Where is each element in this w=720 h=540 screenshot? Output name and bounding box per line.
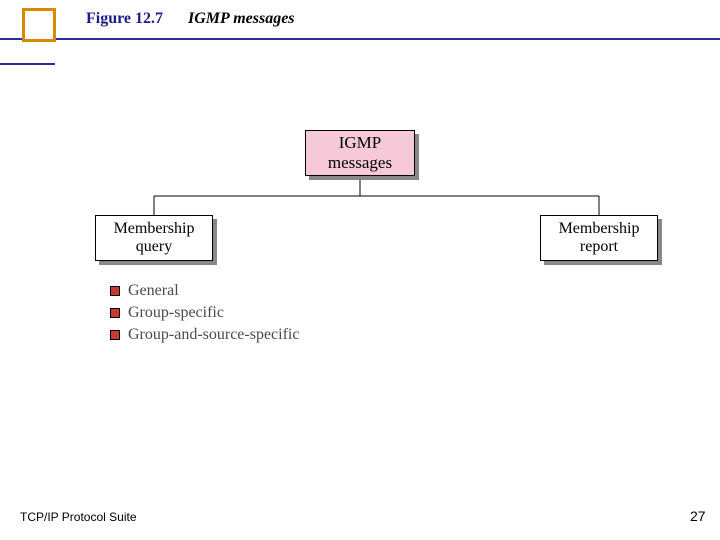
header-square-icon	[22, 8, 56, 42]
bullet-square-icon	[110, 286, 120, 296]
bullet-item: Group-and-source-specific	[110, 326, 299, 344]
footer-text: TCP/IP Protocol Suite	[20, 510, 137, 524]
bullet-label: Group-and-source-specific	[128, 326, 299, 344]
right-node-line2: report	[580, 238, 618, 256]
left-node: Membership query	[95, 215, 213, 261]
right-node-line1: Membership	[559, 220, 640, 238]
header-rule-bottom	[0, 63, 55, 65]
bullet-item: General	[110, 282, 299, 300]
right-node: Membership report	[540, 215, 658, 261]
bullet-label: General	[128, 282, 179, 300]
figure-title: IGMP messages	[188, 10, 295, 28]
tree-connectors	[0, 0, 720, 540]
bullet-square-icon	[110, 308, 120, 318]
bullet-label: Group-specific	[128, 304, 224, 322]
left-node-line1: Membership	[114, 220, 195, 238]
figure-label: Figure 12.7	[86, 10, 163, 28]
bullet-square-icon	[110, 330, 120, 340]
root-node: IGMP messages	[305, 130, 415, 176]
root-node-line2: messages	[328, 153, 392, 173]
bullet-list: General Group-specific Group-and-source-sp…	[110, 282, 299, 348]
page-number: 27	[690, 508, 706, 524]
bullet-item: Group-specific	[110, 304, 299, 322]
header-rule-top	[0, 38, 720, 40]
slide: Figure 12.7 IGMP messages IGMP messages …	[0, 0, 720, 540]
left-node-line2: query	[136, 238, 172, 256]
root-node-line1: IGMP	[339, 133, 382, 153]
